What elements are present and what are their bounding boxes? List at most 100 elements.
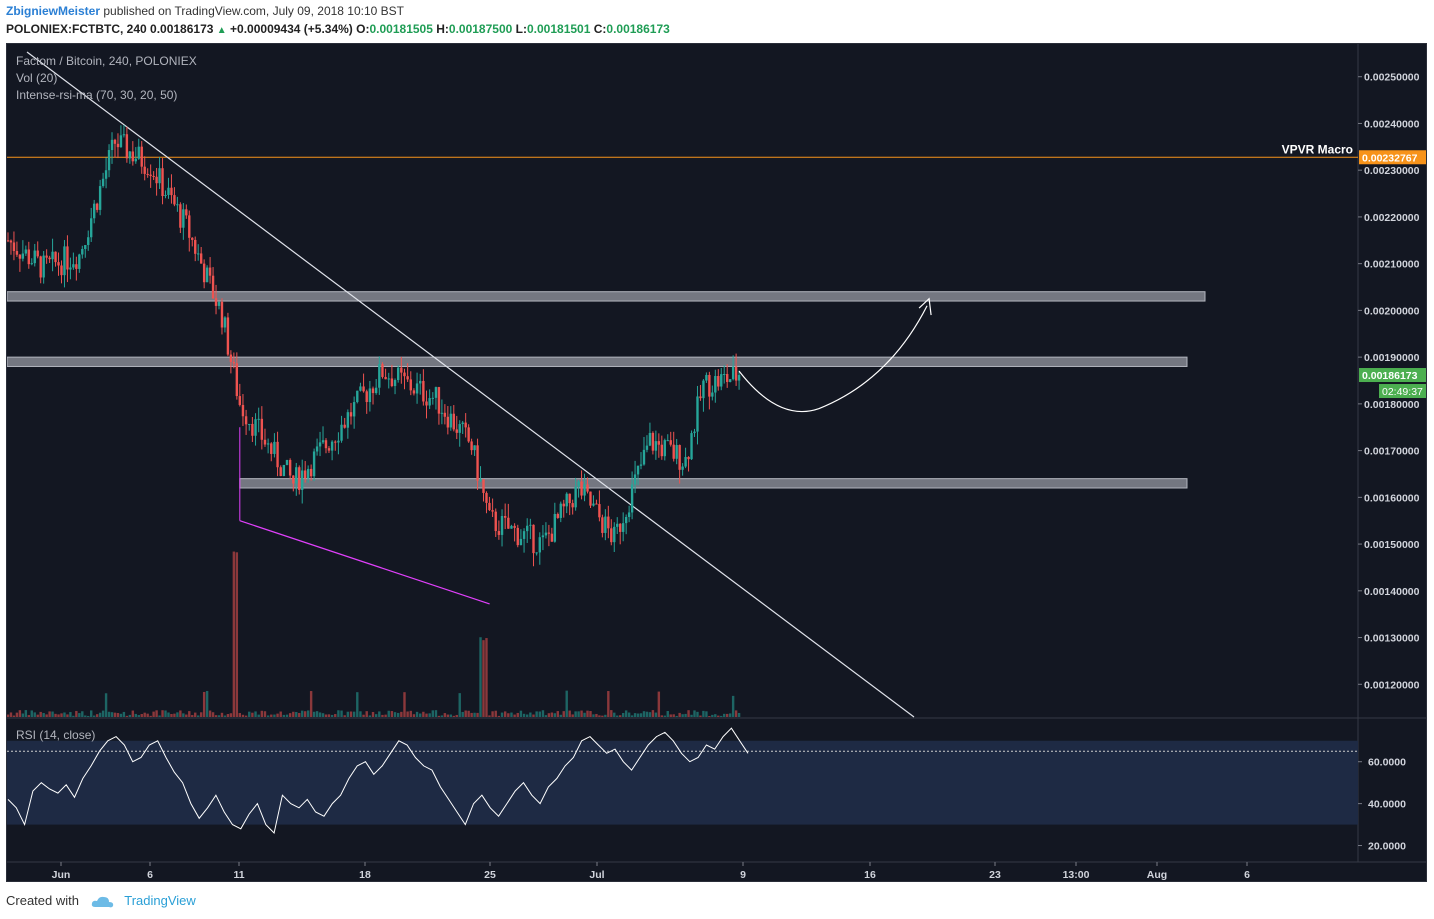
volume-bar (349, 711, 353, 717)
candle-body (663, 440, 666, 457)
candle-body (371, 388, 375, 394)
price-tick-label: 0.00140000 (1364, 586, 1420, 598)
volume-bar (176, 712, 179, 717)
candle-body (12, 242, 16, 252)
volume-bar (356, 692, 359, 717)
volume-bar (458, 693, 461, 717)
candle-body (577, 481, 580, 487)
volume-bar (648, 712, 652, 717)
candle-body (672, 444, 675, 459)
volume-bar (556, 711, 559, 717)
candle-body (131, 151, 135, 162)
volume-bar (131, 710, 135, 717)
price-tick-label: 0.00130000 (1364, 633, 1420, 645)
candle-body (161, 168, 164, 197)
volume-bar (113, 712, 117, 717)
volume-bar (507, 713, 510, 717)
chart-panel[interactable]: 0.00120000 0.00130000 0.00140000 0.00150000… (6, 43, 1427, 882)
volume-bar (98, 712, 102, 717)
resistance-zone (239, 478, 1188, 489)
volume-bar (390, 711, 394, 717)
volume-bar (282, 714, 286, 717)
vpvr-label: VPVR Macro (1282, 142, 1353, 156)
volume-bar (276, 713, 279, 717)
candle-body (476, 445, 479, 481)
volume-bar (720, 715, 723, 717)
volume-bar (675, 715, 678, 717)
volume-bar (173, 713, 176, 717)
candle-body (657, 441, 661, 445)
volume-bar (238, 713, 242, 717)
candle-body (140, 146, 143, 167)
candle-body (529, 524, 532, 526)
volume-bar (306, 710, 310, 717)
tradingview-link[interactable]: TradingView (124, 893, 196, 908)
price-tick-label: 0.00120000 (1364, 679, 1420, 691)
candle-body (110, 139, 114, 151)
candle-body (343, 424, 346, 428)
candle-body (288, 459, 292, 476)
candle-body (452, 413, 455, 430)
candle-body (387, 378, 390, 380)
volume-bar (298, 712, 301, 717)
volume-bar (337, 710, 340, 717)
volume-bar (519, 710, 523, 717)
volume-bar (714, 714, 717, 717)
candle-body (191, 237, 194, 240)
volume-bar (728, 713, 732, 717)
volume-bar (491, 711, 494, 717)
candle-body (384, 376, 387, 380)
candle-body (217, 301, 221, 306)
volume-bar (285, 714, 289, 717)
volume-bar (723, 713, 726, 717)
price-tick-label: 0.00150000 (1364, 539, 1420, 551)
countdown-label: 02:49:37 (1382, 386, 1423, 398)
volume-bar (352, 711, 356, 717)
volume-bar (452, 715, 455, 717)
candle-body (428, 398, 431, 406)
volume-bar (702, 710, 705, 717)
volume-bar (312, 711, 316, 717)
last-price-value: 0.00186173 (150, 22, 214, 36)
author-link[interactable]: ZbigniewMeister (6, 4, 101, 18)
candle-body (532, 524, 535, 554)
candle-body (81, 249, 84, 255)
price-tick-label: 0.00180000 (1364, 399, 1420, 411)
volume-bar (309, 691, 313, 717)
volume-bar (164, 710, 167, 717)
candle-body (598, 504, 601, 518)
candle-body (152, 175, 155, 177)
candle-body (303, 470, 307, 479)
time-tick-label: 11 (233, 869, 244, 881)
high-value: 0.00187500 (448, 22, 513, 36)
last-price-label: 0.00186173 (1362, 370, 1418, 382)
volume-bar (18, 710, 22, 717)
volume-bar (440, 715, 444, 717)
chart-svg[interactable]: 0.00120000 0.00130000 0.00140000 0.00150000… (7, 44, 1427, 882)
volume-bar (503, 711, 507, 717)
candle-body (199, 253, 203, 264)
volume-bar (321, 713, 325, 717)
candle-body (464, 422, 467, 428)
candle-body (621, 523, 625, 532)
candle-body (482, 479, 485, 493)
volume-bar (161, 710, 164, 717)
open-label: O: (356, 22, 370, 36)
volume-bar (295, 712, 298, 717)
candle-body (229, 354, 233, 362)
volume-bar (27, 715, 31, 717)
candle-body (565, 493, 568, 507)
volume-bar (244, 715, 248, 717)
time-tick-label: 9 (740, 869, 746, 881)
candle-body (568, 493, 571, 504)
candle-body (513, 525, 516, 528)
volume-bar (488, 715, 491, 717)
candle-body (696, 396, 699, 432)
volume-bar (586, 710, 589, 717)
candle-body (734, 366, 738, 381)
volume-bar (684, 713, 687, 717)
volume-bar (15, 712, 19, 717)
volume-bar (619, 715, 622, 717)
volume-bar (226, 714, 230, 717)
volume-bar (455, 714, 458, 717)
